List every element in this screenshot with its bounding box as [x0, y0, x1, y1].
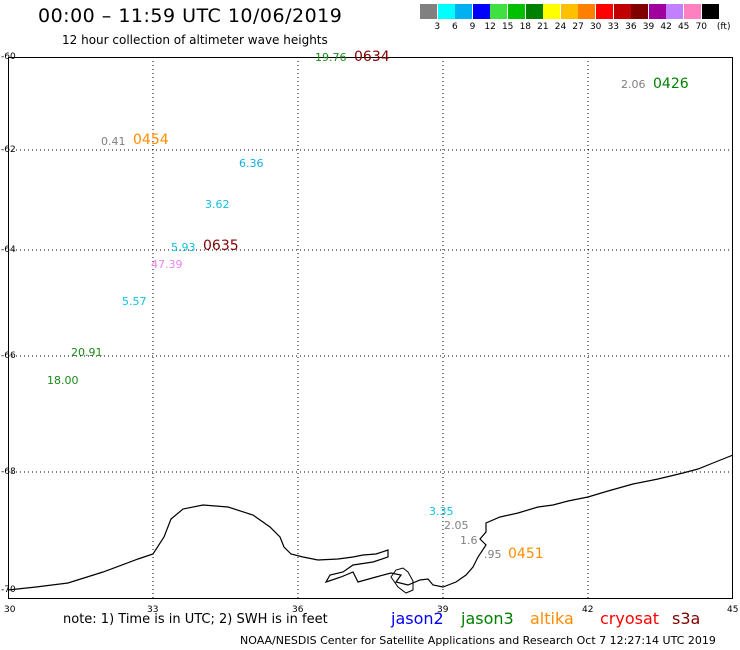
wave-height-value: 6.36	[239, 157, 264, 170]
legend-label: 18	[519, 22, 532, 32]
legend-swatch	[543, 4, 561, 19]
lat-label: -60	[1, 52, 16, 62]
pass-time-label: 0454	[133, 132, 169, 148]
legend-label: 15	[501, 22, 514, 32]
legend-label: 3	[434, 22, 441, 32]
coastline	[8, 454, 733, 591]
lon-label: 45	[727, 605, 739, 615]
wave-height-value: 47.39	[151, 258, 183, 271]
footnote: note: 1) Time is in UTC; 2) SWH is in fe…	[63, 612, 328, 627]
legend-label: 45	[677, 22, 690, 32]
legend-swatch	[437, 4, 455, 19]
coastline-detail	[390, 567, 414, 594]
legend-swatch	[596, 4, 613, 19]
wave-height-value: 2.05	[444, 519, 469, 532]
legend-unit-label: (ft)	[716, 22, 731, 32]
lon-label: 33	[147, 605, 159, 615]
lat-label: -70	[1, 585, 16, 595]
legend-swatch	[490, 4, 508, 19]
legend-label: 70	[695, 22, 708, 32]
satellite-altika: altika	[530, 609, 574, 628]
legend-swatch	[508, 4, 525, 19]
lon-label: 36	[292, 605, 304, 615]
wave-height-value: 5.93	[171, 241, 196, 254]
legend-swatch	[684, 4, 701, 19]
wave-height-value: 5.57	[122, 295, 147, 308]
map-border	[8, 57, 733, 599]
legend-swatch	[578, 4, 596, 19]
legend-label: 36	[625, 22, 637, 32]
legend-swatch	[701, 4, 719, 19]
legend-swatch	[455, 4, 473, 19]
legend-label: 12	[484, 22, 496, 32]
satellite-s3a: s3a	[672, 609, 701, 628]
legend-label: 9	[469, 22, 476, 32]
legend-label: 30	[589, 22, 602, 32]
legend-swatch	[666, 4, 684, 19]
wave-height-value: 2.06	[621, 78, 646, 91]
wave-height-value: 3.35	[429, 505, 454, 518]
satellite-jason2: jason2	[391, 609, 444, 628]
legend-label: 39	[642, 22, 655, 32]
legend-swatch	[525, 4, 543, 19]
lat-label: -68	[1, 467, 16, 477]
graticule	[8, 57, 733, 599]
wave-height-value: 0.41	[101, 135, 126, 148]
wave-height-value: 3.62	[205, 198, 230, 211]
chart-subtitle: 12 hour collection of altimeter wave hei…	[62, 33, 328, 47]
satellite-cryosat: cryosat	[600, 609, 660, 628]
legend-label: 6	[452, 22, 458, 32]
legend-swatch	[420, 4, 437, 19]
map-frame	[8, 57, 733, 599]
legend-label: 33	[607, 22, 620, 32]
lat-label: -62	[1, 145, 16, 155]
legend-swatch	[648, 4, 666, 19]
credit-line: NOAA/NESDIS Center for Satellite Applica…	[240, 634, 716, 647]
lat-label: -64	[1, 245, 16, 255]
legend-swatch	[631, 4, 649, 19]
chart-title: 00:00 – 11:59 UTC 10/06/2019	[38, 5, 343, 27]
wave-height-value: 1.6	[460, 534, 478, 547]
legend-label: 21	[537, 22, 549, 32]
legend-swatch	[560, 4, 578, 19]
legend-label: 24	[554, 22, 567, 32]
legend-label: 42	[660, 22, 672, 32]
wave-height-value: .95	[484, 548, 502, 561]
lat-label: -66	[1, 351, 16, 361]
lon-label: 42	[582, 605, 594, 615]
satellite-jason3: jason3	[461, 609, 514, 628]
legend-swatch	[472, 4, 490, 19]
legend-swatch	[613, 4, 631, 19]
legend-label: 27	[572, 22, 584, 32]
wave-height-value: 20.91	[71, 346, 103, 359]
lon-label: 30	[4, 605, 16, 615]
wave-height-value: 19.76	[315, 51, 347, 64]
pass-time-label: 0451	[508, 546, 544, 562]
pass-time-label: 0426	[653, 76, 689, 92]
wave-height-value: 18.00	[47, 374, 79, 387]
lon-label: 39	[437, 605, 449, 615]
pass-time-label: 0635	[203, 238, 239, 254]
pass-time-label: 0634	[354, 49, 390, 65]
